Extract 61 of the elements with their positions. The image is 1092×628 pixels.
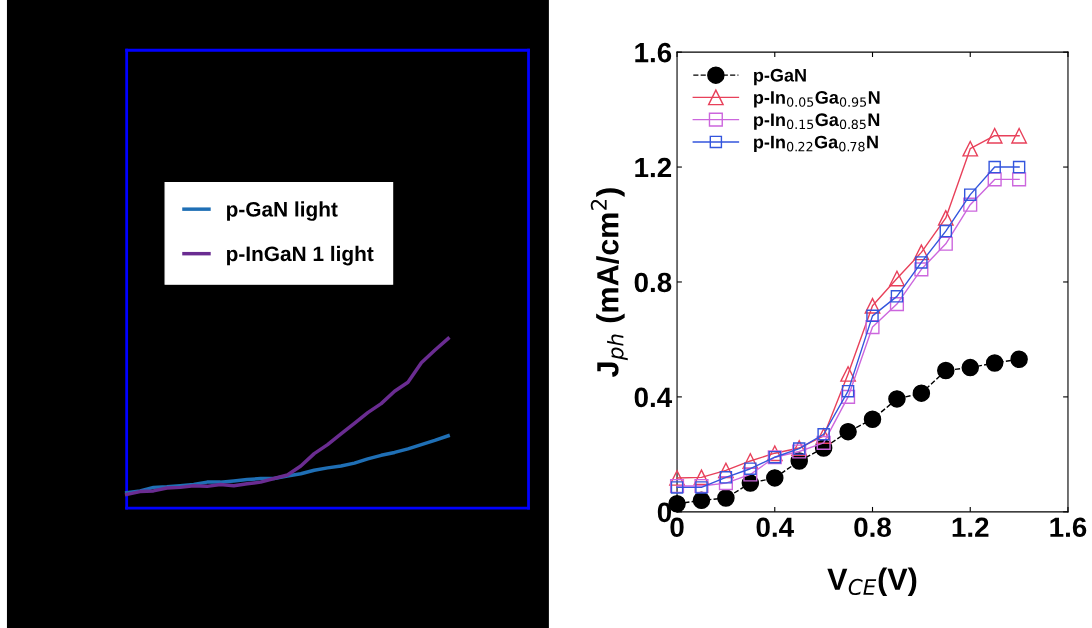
point <box>988 160 1001 174</box>
point <box>987 172 1002 187</box>
point <box>864 297 881 314</box>
x-axis-title: V$_{CE}$(V) <box>827 567 917 597</box>
point <box>985 354 1004 372</box>
y-tick-label: 0.4 <box>634 387 673 408</box>
y-tick-label: 0 <box>657 502 672 523</box>
point <box>743 467 758 482</box>
point <box>840 389 856 404</box>
y-tick-label: 1.6 <box>635 42 672 63</box>
point <box>718 476 733 491</box>
x-tick-label: 1.6 <box>1050 517 1087 538</box>
x-tick-label: 0.4 <box>756 517 794 538</box>
x-tick-label: 0.8 <box>854 517 891 538</box>
legend-label: p-In$_{0.05}$Ga$_{0.95}$N <box>754 91 880 108</box>
point <box>766 469 784 487</box>
point <box>938 236 953 251</box>
point <box>717 462 734 479</box>
point <box>1011 127 1028 144</box>
legend-label: p-GaN light <box>227 201 338 221</box>
point <box>914 262 929 277</box>
point <box>963 188 977 201</box>
point <box>961 358 979 377</box>
y-tick-label: 0.8 <box>634 272 672 293</box>
point <box>937 209 954 226</box>
point <box>912 384 931 402</box>
point <box>792 444 807 459</box>
y-axis-title: J$_{ph}$ (mA/cm$^{2}$) <box>590 188 628 377</box>
point <box>986 127 1003 144</box>
point <box>913 244 930 261</box>
legend-label: p-GaN <box>754 68 806 86</box>
point <box>888 390 906 408</box>
point <box>693 469 710 486</box>
legend-label: p-InGaN 1 light <box>227 245 374 266</box>
point <box>889 270 905 287</box>
point <box>866 309 879 323</box>
point <box>839 422 857 441</box>
legend-label: p-In$_{0.22}$Ga$_{0.78}$N <box>754 135 878 153</box>
point <box>717 489 735 507</box>
point <box>719 471 733 484</box>
point <box>766 445 783 462</box>
x-tick-label: 1.2 <box>952 517 989 537</box>
point <box>889 297 905 312</box>
point <box>962 140 979 157</box>
point <box>1010 350 1028 369</box>
point <box>865 319 880 335</box>
point <box>1012 160 1026 174</box>
y-tick-label: 1.2 <box>635 157 672 178</box>
point <box>915 256 928 269</box>
point <box>669 470 685 486</box>
point <box>937 361 955 380</box>
point <box>840 365 856 382</box>
point <box>1012 172 1027 187</box>
point <box>692 491 711 510</box>
point <box>890 290 904 303</box>
point <box>744 462 757 475</box>
legend-label: p-In$_{0.15}$Ga$_{0.85}$N <box>754 113 880 130</box>
point <box>863 410 882 429</box>
point <box>841 384 855 398</box>
point <box>939 224 953 238</box>
point <box>963 197 978 212</box>
